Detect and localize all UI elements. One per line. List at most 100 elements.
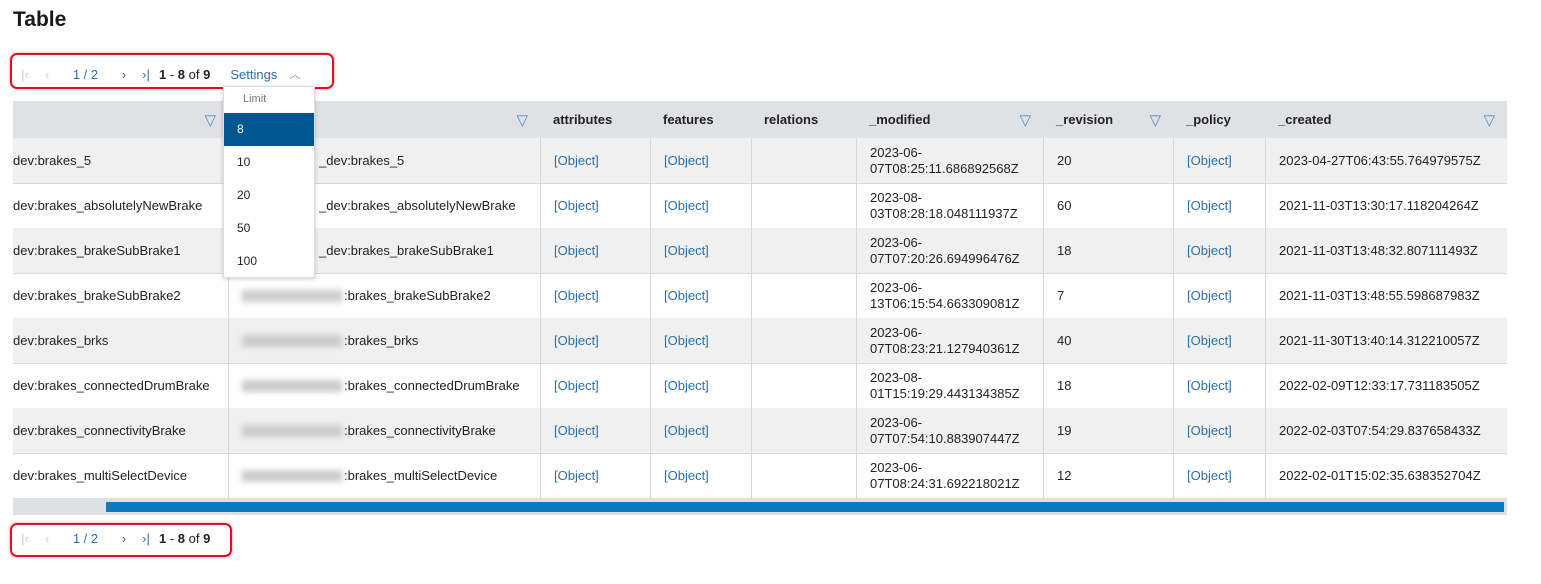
column-header-features[interactable]: features: [650, 101, 751, 138]
column-header-label: _policy: [1186, 112, 1231, 127]
object-link[interactable]: [Object]: [664, 468, 709, 483]
cell-attributes: [Object]: [540, 318, 650, 363]
object-link[interactable]: [Object]: [664, 333, 709, 348]
table-row[interactable]: dev:brakes_connectedDrumBrake:brakes_con…: [13, 363, 1507, 409]
object-link[interactable]: [Object]: [1187, 288, 1232, 303]
filter-icon[interactable]: ▽: [1019, 112, 1031, 129]
column-header-created[interactable]: _created ▽: [1265, 101, 1507, 138]
page-indicator: 1 / 2: [72, 530, 99, 546]
limit-option[interactable]: 50: [237, 221, 251, 235]
object-link[interactable]: [Object]: [1187, 198, 1232, 213]
cell-modified: 2023-06-07T08:25:11.686892568Z: [856, 138, 1043, 183]
cell-text: 2023-06-07T07:20:26.694996476Z: [870, 234, 1020, 266]
cell-relations: [751, 138, 856, 183]
object-link[interactable]: [Object]: [554, 288, 599, 303]
first-page-icon[interactable]: |‹: [21, 530, 29, 546]
table-row[interactable]: dev:brakes_connectivityBrake :brakes_conn…: [13, 408, 1507, 454]
cell-relations: [751, 273, 856, 318]
limit-option[interactable]: 100: [237, 254, 258, 268]
object-link[interactable]: [Object]: [1187, 153, 1232, 168]
range-count: 1 - 8 of 9: [159, 66, 211, 82]
object-link[interactable]: [Object]: [1187, 333, 1232, 348]
prev-page-icon[interactable]: ‹: [44, 530, 50, 546]
next-page-icon[interactable]: ›: [121, 66, 127, 82]
filter-icon[interactable]: ▽: [1149, 112, 1161, 129]
cell-text: :brakes_connectedDrumBrake: [344, 378, 520, 393]
cell-features: [Object]: [650, 363, 751, 408]
limit-option[interactable]: 10: [237, 155, 251, 169]
object-link[interactable]: [Object]: [664, 153, 709, 168]
filter-icon[interactable]: ▽: [516, 112, 528, 129]
column-header-modified[interactable]: _modified ▽: [856, 101, 1043, 138]
column-header-revision[interactable]: _revision ▽: [1043, 101, 1173, 138]
object-link[interactable]: [Object]: [554, 333, 599, 348]
cell-text: dev:brakes_absolutelyNewBrake: [13, 198, 203, 213]
cell-text: :brakes_connectivityBrake: [344, 423, 496, 438]
cell-text: 2022-02-09T12:33:17.731183505Z: [1279, 378, 1480, 393]
cell-features: [Object]: [650, 273, 751, 318]
first-page-icon[interactable]: |‹: [21, 66, 29, 82]
cell-attributes: [Object]: [540, 453, 650, 498]
last-page-icon[interactable]: ›|: [142, 66, 150, 82]
cell-attributes: [Object]: [540, 408, 650, 453]
cell-relations: [751, 183, 856, 228]
cell-text: dev:brakes_connectivityBrake: [13, 423, 186, 438]
table-row[interactable]: dev:brakes_multiSelectDevice:brakes_mult…: [13, 453, 1507, 499]
object-link[interactable]: [Object]: [554, 378, 599, 393]
object-link[interactable]: [Object]: [1187, 423, 1232, 438]
scrollbar-thumb[interactable]: [106, 502, 1504, 512]
column-header-label: _created: [1278, 112, 1332, 127]
object-link[interactable]: [Object]: [554, 468, 599, 483]
range-count: 1 - 8 of 9: [159, 530, 211, 546]
cell-relations: [751, 318, 856, 363]
settings-button[interactable]: Settings: [230, 66, 278, 82]
limit-option[interactable]: 20: [237, 188, 251, 202]
cell-text: 18: [1057, 378, 1072, 393]
object-link[interactable]: [Object]: [664, 423, 709, 438]
cell-name: :brakes_multiSelectDevice: [228, 453, 540, 498]
cell-text: 2021-11-03T13:30:17.118204264Z: [1279, 198, 1479, 213]
column-header-policy[interactable]: _policy: [1173, 101, 1265, 138]
table-row[interactable]: dev:brakes_brakeSubBrake2:brakes_brakeSu…: [13, 273, 1507, 319]
object-link[interactable]: [Object]: [664, 378, 709, 393]
column-header-id[interactable]: ▽: [13, 101, 228, 138]
object-link[interactable]: [Object]: [554, 153, 599, 168]
cell-id: dev:brakes_multiSelectDevice: [13, 453, 228, 498]
object-link[interactable]: [Object]: [664, 198, 709, 213]
cell-created: 2022-02-03T07:54:29.837658433Z: [1265, 408, 1507, 453]
cell-revision: 40: [1043, 318, 1173, 363]
last-page-icon[interactable]: ›|: [142, 530, 150, 546]
column-header-relations[interactable]: relations: [751, 101, 856, 138]
object-link[interactable]: [Object]: [554, 198, 599, 213]
cell-id: dev:brakes_brakeSubBrake1: [13, 228, 228, 273]
cell-text: 19: [1057, 423, 1072, 438]
column-header-name[interactable]: ▽: [228, 101, 540, 138]
limit-option[interactable]: 8: [224, 113, 314, 146]
cell-text: _dev:brakes_brakeSubBrake1: [319, 243, 494, 258]
chevron-up-icon[interactable]: ︿: [289, 69, 301, 81]
table-row[interactable]: dev:brakes_brks:brakes_brks [Object] [Obje…: [13, 318, 1507, 364]
object-link[interactable]: [Object]: [554, 243, 599, 258]
cell-text: 2021-11-03T13:48:55.598687983Z: [1279, 288, 1480, 303]
cell-id: dev:brakes_5: [13, 138, 228, 183]
cell-created: 2021-11-03T13:48:55.598687983Z: [1265, 273, 1507, 318]
cell-modified: 2023-06-07T08:24:31.692218021Z: [856, 453, 1043, 498]
cell-revision: 12: [1043, 453, 1173, 498]
next-page-icon[interactable]: ›: [121, 530, 127, 546]
cell-revision: 20: [1043, 138, 1173, 183]
column-header-attributes[interactable]: attributes: [540, 101, 650, 138]
object-link[interactable]: [Object]: [664, 243, 709, 258]
cell-policy: [Object]: [1173, 318, 1265, 363]
horizontal-scrollbar[interactable]: [13, 498, 1507, 515]
object-link[interactable]: [Object]: [554, 423, 599, 438]
object-link[interactable]: [Object]: [664, 288, 709, 303]
object-link[interactable]: [Object]: [1187, 378, 1232, 393]
filter-icon[interactable]: ▽: [1483, 112, 1495, 129]
prev-page-icon[interactable]: ‹: [44, 66, 50, 82]
cell-features: [Object]: [650, 138, 751, 183]
cell-text: 2023-06-07T08:25:11.686892568Z: [870, 144, 1019, 176]
object-link[interactable]: [Object]: [1187, 243, 1232, 258]
cell-created: 2022-02-01T15:02:35.638352704Z: [1265, 453, 1507, 498]
object-link[interactable]: [Object]: [1187, 468, 1232, 483]
filter-icon[interactable]: ▽: [204, 112, 216, 129]
